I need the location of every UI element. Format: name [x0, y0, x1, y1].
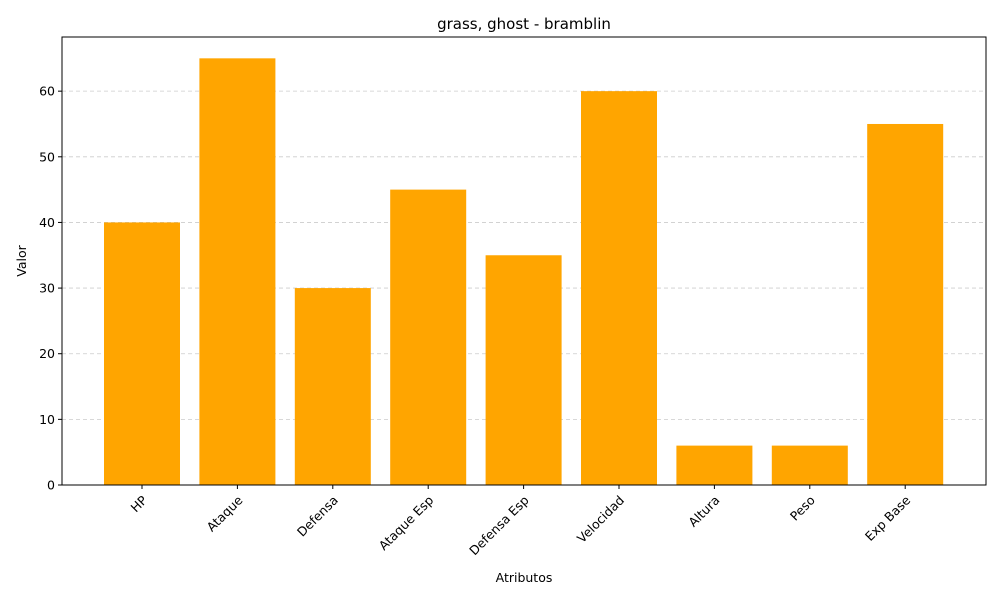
bar-exp-base	[867, 123, 944, 485]
y-tick-label: 50	[39, 149, 55, 164]
bars	[104, 58, 944, 486]
bar-peso	[771, 445, 848, 485]
y-tick-label: 60	[39, 84, 55, 99]
bar-ataque-esp	[390, 189, 467, 485]
x-axis-label: Atributos	[496, 570, 553, 585]
y-tick-label: 20	[39, 346, 55, 361]
bar-velocidad	[581, 91, 657, 486]
bar-hp	[104, 222, 180, 485]
bar-defensa	[294, 288, 371, 485]
bar-defensa-esp	[485, 255, 562, 485]
y-axis-ticks: 0 10 20 30 40 50 60	[39, 84, 62, 493]
y-tick-label: 30	[39, 281, 55, 296]
bar-ataque	[199, 58, 276, 485]
y-tick-label: 40	[39, 215, 55, 230]
bar-altura	[676, 445, 753, 485]
y-tick-label: 0	[47, 478, 55, 493]
y-tick-label: 10	[39, 412, 55, 427]
y-axis-label: Valor	[14, 244, 29, 276]
chart-title: grass, ghost - bramblin	[437, 15, 611, 33]
